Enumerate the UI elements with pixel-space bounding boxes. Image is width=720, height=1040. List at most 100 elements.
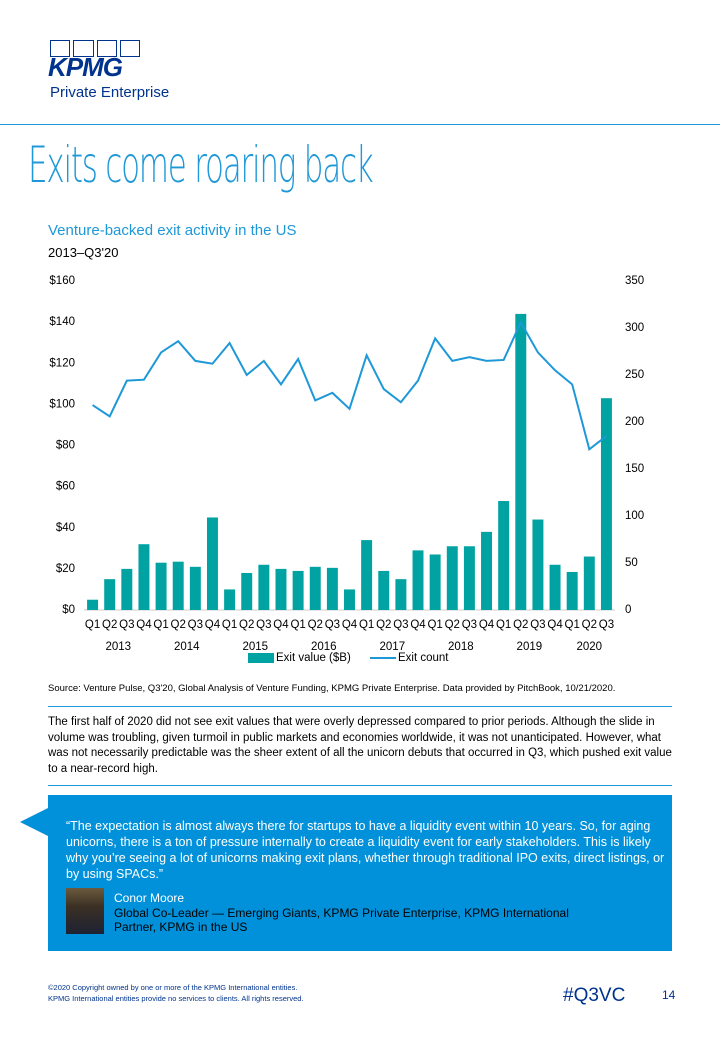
x-tick-label: Q1 xyxy=(222,619,237,631)
body-text: The first half of 2020 did not see exit … xyxy=(48,716,672,775)
y-tick-label: $100 xyxy=(49,398,75,410)
x-tick-label: Q2 xyxy=(582,619,597,631)
bar xyxy=(104,579,116,610)
x-tick-label: Q3 xyxy=(599,619,614,631)
x-tick-label: Q4 xyxy=(410,619,426,631)
quote-role: Partner, KPMG in the US xyxy=(114,920,248,934)
year-label: 2014 xyxy=(174,641,200,653)
rule xyxy=(48,706,672,707)
bar xyxy=(532,519,544,610)
year-label: 2017 xyxy=(380,641,406,653)
bar xyxy=(155,562,167,610)
x-tick-label: Q1 xyxy=(496,619,511,631)
bar xyxy=(515,313,527,610)
quote-role: Global Co-Leader — Emerging Giants, KPMG… xyxy=(114,906,569,920)
bar xyxy=(224,589,236,610)
bar xyxy=(446,546,458,610)
x-tick-label: Q1 xyxy=(359,619,374,631)
x-tick-label: Q2 xyxy=(445,619,460,631)
legend-swatch xyxy=(248,653,274,663)
bar xyxy=(138,544,150,610)
x-tick-label: Q3 xyxy=(530,619,545,631)
copyright: ©2020 Copyright owned by one or more of … xyxy=(48,983,298,992)
bar xyxy=(189,566,201,610)
x-tick-label: Q2 xyxy=(308,619,323,631)
year-label: 2020 xyxy=(577,641,603,653)
bar xyxy=(241,572,253,610)
quote-box xyxy=(48,795,672,951)
bar xyxy=(172,561,184,610)
y2-tick-label: 50 xyxy=(625,557,638,569)
y-tick-label: $120 xyxy=(49,357,75,369)
y2-tick-label: 250 xyxy=(625,369,644,381)
page-title: Exits come roaring back xyxy=(28,136,374,194)
x-tick-label: Q2 xyxy=(513,619,528,631)
bar xyxy=(429,554,441,610)
x-tick-label: Q4 xyxy=(205,619,221,631)
y-tick-label: $0 xyxy=(62,604,75,616)
legend-label: Exit value ($B) xyxy=(276,652,351,664)
year-label: 2018 xyxy=(448,641,474,653)
x-tick-label: Q4 xyxy=(479,619,495,631)
x-tick-label: Q4 xyxy=(342,619,358,631)
y-tick-label: $160 xyxy=(49,275,75,287)
bar xyxy=(275,568,287,610)
chart-subtitle: 2013–Q3'20 xyxy=(48,245,119,260)
rule xyxy=(48,785,672,786)
portrait xyxy=(66,888,104,934)
y2-tick-label: 200 xyxy=(625,416,644,428)
year-label: 2019 xyxy=(517,641,543,653)
bar xyxy=(583,556,595,610)
bar xyxy=(566,571,578,610)
x-tick-label: Q1 xyxy=(427,619,442,631)
x-tick-label: Q2 xyxy=(239,619,254,631)
x-tick-label: Q2 xyxy=(171,619,186,631)
chart-title: Venture-backed exit activity in the US xyxy=(48,222,297,239)
x-tick-label: Q3 xyxy=(256,619,271,631)
chart: $0 $20 $40 $60 $80 $100 $120 $140 $160 0 50 100 150 2… xyxy=(49,275,644,664)
logo: KPMG xyxy=(48,40,140,82)
x-tick-label: Q2 xyxy=(376,619,391,631)
y2-tick-label: 0 xyxy=(625,604,631,616)
year-label: 2015 xyxy=(242,641,268,653)
quote-name: Conor Moore xyxy=(114,891,185,905)
y-tick-label: $80 xyxy=(56,440,75,452)
bar xyxy=(121,568,133,610)
y2-tick-label: 300 xyxy=(625,322,644,334)
line xyxy=(92,320,608,451)
x-tick-label: Q3 xyxy=(119,619,134,631)
y2-tick-label: 350 xyxy=(625,275,644,287)
bar xyxy=(549,564,561,610)
x-tick-label: Q1 xyxy=(565,619,580,631)
bar xyxy=(395,579,407,610)
hashtag: #Q3VC xyxy=(563,985,626,1006)
bar xyxy=(258,564,270,610)
bar xyxy=(309,566,321,610)
y-tick-label: $140 xyxy=(49,316,75,328)
x-tick-label: Q4 xyxy=(273,619,289,631)
logo-boxes xyxy=(50,40,140,57)
y-tick-label: $20 xyxy=(56,563,75,575)
copyright: KPMG International entities provide no s… xyxy=(48,994,304,1003)
bar xyxy=(344,589,355,610)
y-tick-label: $60 xyxy=(56,481,75,493)
year-label: 2013 xyxy=(105,641,131,653)
x-tick-label: Q4 xyxy=(136,619,152,631)
y-tick-label: $40 xyxy=(56,522,75,534)
bar xyxy=(326,567,338,610)
division: Private Enterprise xyxy=(50,84,170,101)
bar xyxy=(412,550,424,610)
bar xyxy=(206,517,218,610)
y2-tick-label: 100 xyxy=(625,510,644,522)
bar xyxy=(600,398,612,610)
source: Source: Venture Pulse, Q3'20, Global Ana… xyxy=(48,683,616,694)
bar xyxy=(463,546,475,610)
x-tick-label: Q1 xyxy=(153,619,168,631)
bar xyxy=(498,501,510,610)
bar xyxy=(361,540,373,610)
x-tick-label: Q3 xyxy=(393,619,408,631)
logo-text: KPMG xyxy=(48,52,123,82)
legend-label: Exit count xyxy=(398,652,449,664)
x-tick-label: Q4 xyxy=(547,619,563,631)
